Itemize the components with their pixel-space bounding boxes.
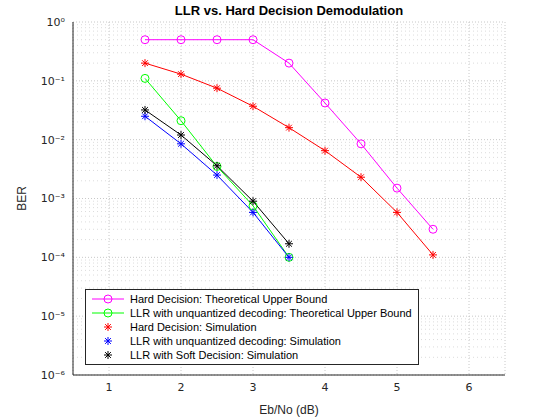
html-text:Hard Decision: Theoretical Upp: Hard Decision: Theoretical Upper Bound bbox=[130, 293, 328, 305]
svg-text:Eb/No (dB): Eb/No (dB) bbox=[259, 403, 318, 417]
svg-text:3: 3 bbox=[250, 381, 257, 394]
svg-text:10⁻³: 10⁻³ bbox=[41, 192, 65, 205]
svg-text:10⁻⁶: 10⁻⁶ bbox=[41, 369, 66, 382]
svg-text:6: 6 bbox=[466, 381, 473, 394]
html-text:LLR with unquantized decoding:: LLR with unquantized decoding: Simulatio… bbox=[130, 335, 341, 347]
html-text:LLR with unquantized decoding:: LLR with unquantized decoding: Theoretic… bbox=[130, 307, 412, 319]
svg-text:BER: BER bbox=[15, 186, 29, 211]
svg-text:1: 1 bbox=[106, 381, 113, 394]
svg-text:2: 2 bbox=[178, 381, 185, 394]
svg-text:10⁻⁴: 10⁻⁴ bbox=[41, 251, 66, 264]
html-text:Hard Decision: Simulation: Hard Decision: Simulation bbox=[130, 321, 257, 333]
svg-text:10⁻¹: 10⁻¹ bbox=[41, 75, 65, 88]
html-text:LLR with Soft Decision: Simula: LLR with Soft Decision: Simulation bbox=[130, 349, 299, 361]
svg-text:4: 4 bbox=[322, 381, 329, 394]
svg-text:10⁻⁵: 10⁻⁵ bbox=[41, 310, 65, 323]
svg-text:10⁻²: 10⁻² bbox=[41, 134, 65, 147]
html-text:LLR vs. Hard Decision Demodula: LLR vs. Hard Decision Demodulation bbox=[174, 3, 404, 18]
svg-text:5: 5 bbox=[394, 381, 401, 394]
svg-text:10⁰: 10⁰ bbox=[47, 16, 66, 29]
